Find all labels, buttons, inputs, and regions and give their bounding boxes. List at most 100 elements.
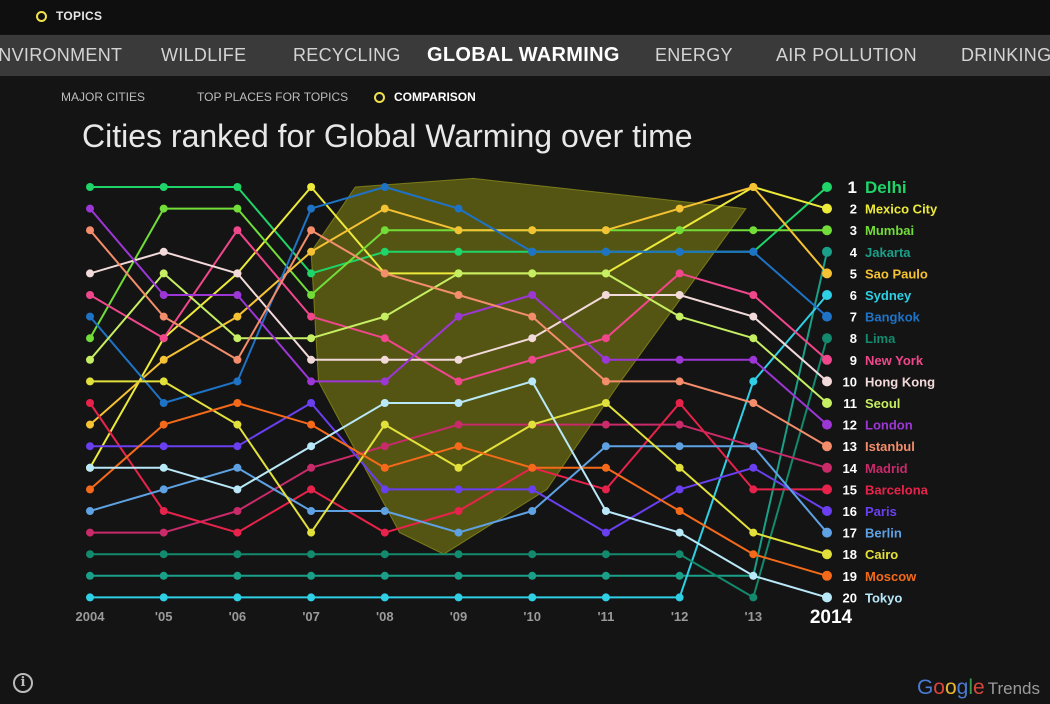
data-point xyxy=(86,226,94,235)
rank-number: 14 xyxy=(843,461,858,476)
tab-drinking[interactable]: DRINKING xyxy=(961,45,1050,65)
x-tick-label: '06 xyxy=(229,609,247,624)
data-point xyxy=(749,442,758,451)
data-point xyxy=(528,291,537,299)
city-label: Cairo xyxy=(865,547,898,562)
data-point xyxy=(822,333,832,344)
data-point xyxy=(233,550,242,559)
rank-number: 10 xyxy=(843,374,857,389)
data-point xyxy=(233,571,242,580)
data-point xyxy=(233,312,242,321)
data-point xyxy=(86,420,94,429)
topics-toggle[interactable]: TOPICS xyxy=(36,9,102,23)
data-point xyxy=(307,377,316,386)
data-point xyxy=(307,291,316,299)
tab-recycling[interactable]: RECYCLING xyxy=(293,45,401,65)
data-point xyxy=(822,398,832,408)
data-point xyxy=(86,463,94,472)
x-tick-label: '11 xyxy=(597,609,614,624)
data-point xyxy=(454,312,463,321)
data-point xyxy=(307,420,316,429)
data-point xyxy=(601,528,610,537)
data-point xyxy=(675,355,684,364)
data-point xyxy=(528,571,537,580)
data-point xyxy=(749,593,758,602)
city-label: Istanbul xyxy=(865,439,915,454)
data-point xyxy=(159,507,168,515)
data-point xyxy=(822,354,832,365)
data-point xyxy=(454,355,463,364)
data-point xyxy=(307,183,316,191)
data-point xyxy=(380,334,389,343)
data-point xyxy=(380,571,389,580)
data-point xyxy=(675,571,684,580)
city-label: Bangkok xyxy=(865,310,921,325)
tab-wildlife[interactable]: WILDLIFE xyxy=(161,45,247,65)
data-point xyxy=(380,269,389,278)
rank-number: 12 xyxy=(843,418,857,433)
data-point xyxy=(159,463,168,472)
data-point xyxy=(233,291,242,299)
data-point xyxy=(86,183,94,191)
rank-number: 8 xyxy=(850,331,857,346)
info-icon[interactable]: i xyxy=(13,673,33,693)
data-point xyxy=(307,247,316,256)
data-point xyxy=(454,485,463,494)
data-point xyxy=(86,593,94,602)
rank-number: 19 xyxy=(843,569,857,584)
data-point xyxy=(159,204,168,213)
data-point xyxy=(159,291,168,299)
data-point xyxy=(675,247,684,256)
data-point xyxy=(307,226,316,235)
data-point xyxy=(159,528,168,537)
data-point xyxy=(528,485,537,494)
data-point xyxy=(307,507,316,515)
data-point xyxy=(380,377,389,386)
data-point xyxy=(749,485,758,494)
rank-number: 17 xyxy=(843,526,857,541)
tab-environment[interactable]: ENVIRONMENT xyxy=(0,45,123,65)
brand-letter: e xyxy=(973,676,985,699)
city-label: Barcelona xyxy=(865,482,929,497)
brand-letter: o xyxy=(944,676,957,699)
data-point xyxy=(822,268,832,279)
data-point xyxy=(822,462,832,473)
data-point xyxy=(822,549,832,560)
data-point xyxy=(454,507,463,515)
data-point xyxy=(822,246,832,257)
chart-title: Cities ranked for Global Warming over ti… xyxy=(82,118,693,154)
data-point xyxy=(601,377,610,386)
tab-global-warming[interactable]: GLOBAL WARMING xyxy=(427,44,620,66)
data-point xyxy=(307,550,316,559)
subnav-comparison[interactable]: COMPARISON xyxy=(374,90,476,104)
tab-energy[interactable]: ENERGY xyxy=(655,45,733,65)
data-point xyxy=(822,311,832,322)
subnav-major-cities[interactable]: MAJOR CITIES xyxy=(61,90,146,104)
city-label: Lima xyxy=(865,331,896,346)
data-point xyxy=(159,593,168,602)
data-point xyxy=(749,550,758,559)
rank-number: 6 xyxy=(850,288,857,303)
x-tick-label: '13 xyxy=(745,609,763,624)
data-point xyxy=(86,442,94,451)
data-point xyxy=(233,485,242,494)
data-point xyxy=(528,377,537,386)
data-point xyxy=(675,593,684,602)
rank-number: 11 xyxy=(843,396,857,411)
data-point xyxy=(749,463,758,472)
data-point xyxy=(86,377,94,386)
data-point xyxy=(380,312,389,321)
data-point xyxy=(233,334,242,343)
data-point xyxy=(601,507,610,515)
data-point xyxy=(233,593,242,602)
subnav-top-places[interactable]: TOP PLACES FOR TOPICS xyxy=(197,90,349,104)
data-point xyxy=(822,592,832,603)
data-point xyxy=(454,399,463,407)
data-point xyxy=(159,377,168,386)
data-point xyxy=(86,291,94,299)
data-point xyxy=(601,485,610,494)
tab-air-pollution[interactable]: AIR POLLUTION xyxy=(776,45,917,65)
data-point xyxy=(454,571,463,580)
data-point xyxy=(159,420,168,429)
data-point xyxy=(380,507,389,515)
